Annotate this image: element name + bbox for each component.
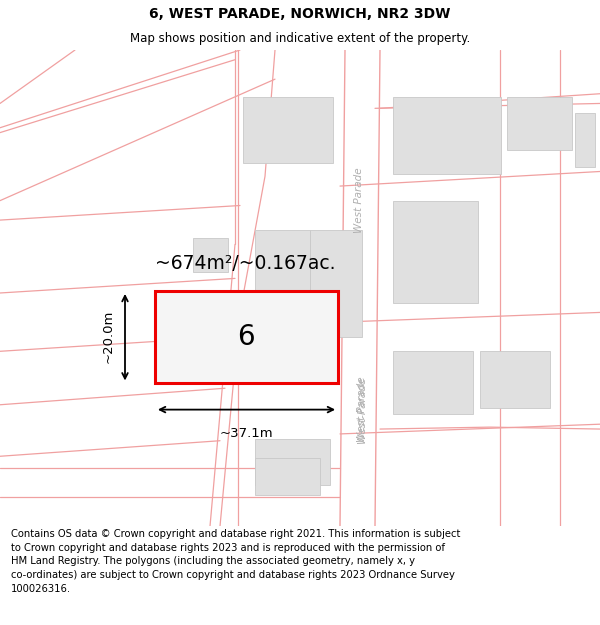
Bar: [310, 230, 362, 337]
Bar: [255, 439, 330, 486]
Bar: [480, 351, 550, 408]
Bar: [393, 351, 473, 414]
Bar: [393, 201, 478, 302]
Text: Contains OS data © Crown copyright and database right 2021. This information is : Contains OS data © Crown copyright and d…: [11, 529, 460, 594]
Text: 6: 6: [237, 322, 255, 351]
Bar: [255, 458, 320, 495]
Bar: [243, 97, 333, 162]
Text: ~20.0m: ~20.0m: [102, 310, 115, 363]
Text: ~674m²/~0.167ac.: ~674m²/~0.167ac.: [155, 254, 335, 273]
Bar: [255, 230, 310, 337]
Polygon shape: [155, 291, 338, 383]
Text: 6, WEST PARADE, NORWICH, NR2 3DW: 6, WEST PARADE, NORWICH, NR2 3DW: [149, 6, 451, 21]
Text: ~37.1m: ~37.1m: [219, 427, 273, 440]
Bar: [193, 238, 228, 272]
Text: West-Parade: West-Parade: [357, 376, 367, 442]
Bar: [507, 97, 572, 150]
Bar: [393, 97, 501, 174]
Bar: [575, 113, 595, 167]
Text: Map shows position and indicative extent of the property.: Map shows position and indicative extent…: [130, 32, 470, 45]
Text: West Parade: West Parade: [357, 377, 367, 442]
Text: West Parade: West Parade: [354, 168, 364, 234]
